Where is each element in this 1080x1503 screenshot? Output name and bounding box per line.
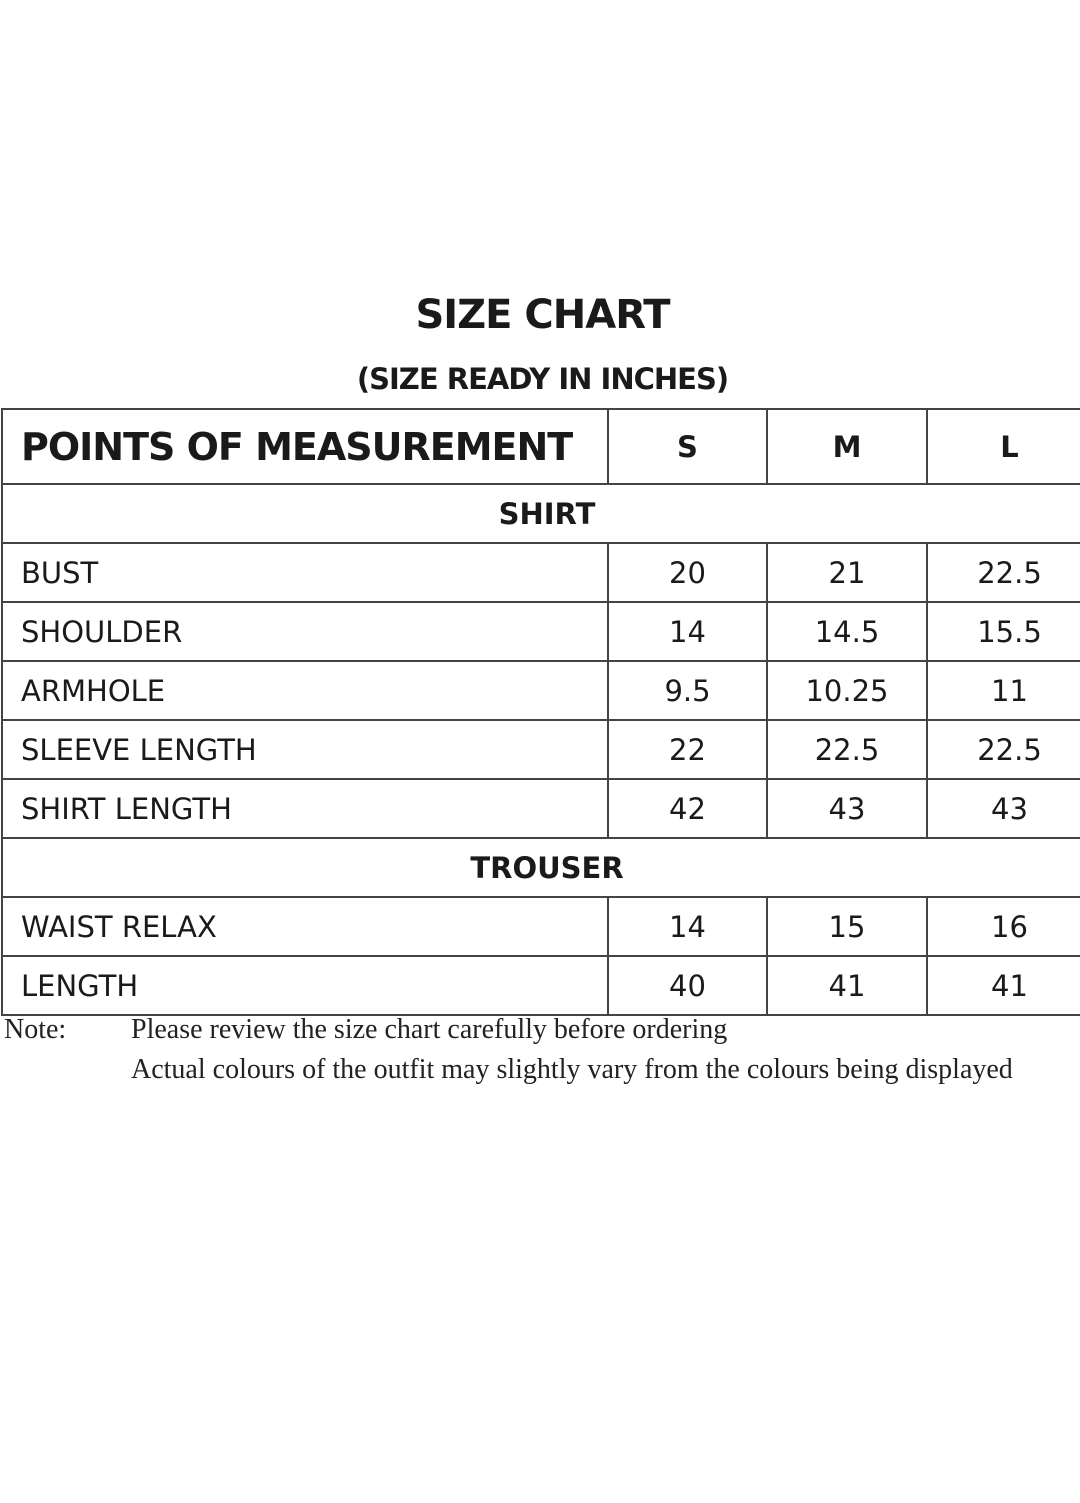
value-cell: 22.5 xyxy=(926,719,1080,780)
value-cell: 21 xyxy=(766,542,928,603)
row-label: SHIRT LENGTH xyxy=(1,778,609,839)
data-row: ARMHOLE 9.5 10.25 11 xyxy=(1,660,1080,721)
header-cell: S xyxy=(607,408,768,485)
header-cell: POINTS OF MEASUREMENT xyxy=(1,408,609,485)
value-cell: 10.25 xyxy=(766,660,928,721)
data-row: SLEEVE LENGTH 22 22.5 22.5 xyxy=(1,719,1080,780)
data-row: WAIST RELAX 14 15 16 xyxy=(1,896,1080,957)
row-label: SHOULDER xyxy=(1,601,609,662)
value-cell: 16 xyxy=(926,896,1080,957)
value-cell: 14 xyxy=(607,601,768,662)
subtitle: (SIZE READY IN INCHES) xyxy=(356,362,729,396)
row-label: SLEEVE LENGTH xyxy=(1,719,609,780)
note-line: Please review the size chart carefully b… xyxy=(131,1014,728,1045)
value-cell: 9.5 xyxy=(607,660,768,721)
value-cell: 22 xyxy=(607,719,768,780)
value-cell: 41 xyxy=(926,955,1080,1016)
data-row: SHIRT LENGTH 42 43 43 xyxy=(1,778,1080,839)
row-label: ARMHOLE xyxy=(1,660,609,721)
value-cell: 41 xyxy=(766,955,928,1016)
value-cell: 43 xyxy=(926,778,1080,839)
value-cell: 15.5 xyxy=(926,601,1080,662)
note-line: Actual colours of the outfit may slightl… xyxy=(131,1054,1013,1085)
value-cell: 40 xyxy=(607,955,768,1016)
value-cell: 43 xyxy=(766,778,928,839)
value-cell: 14.5 xyxy=(766,601,928,662)
value-cell: 14 xyxy=(607,896,768,957)
header-cell: M xyxy=(766,408,928,485)
section-title: TROUSER xyxy=(1,837,1080,898)
value-cell: 15 xyxy=(766,896,928,957)
value-cell: 20 xyxy=(607,542,768,603)
size-table: POINTS OF MEASUREMENT S M L SHIRT BUST 20 21 22.… xyxy=(1,408,1080,1016)
row-label: WAIST RELAX xyxy=(1,896,609,957)
value-cell: 42 xyxy=(607,778,768,839)
header-cell: L xyxy=(926,408,1080,485)
value-cell: 22.5 xyxy=(926,542,1080,603)
section-title: SHIRT xyxy=(1,483,1080,544)
data-row: SHOULDER 14 14.5 15.5 xyxy=(1,601,1080,662)
title: SIZE CHART xyxy=(415,292,670,338)
note-label: Note: xyxy=(4,1014,67,1045)
value-cell: 11 xyxy=(926,660,1080,721)
section-row: TROUSER xyxy=(1,837,1080,898)
header-row: POINTS OF MEASUREMENT S M L xyxy=(1,408,1080,485)
row-label: BUST xyxy=(1,542,609,603)
row-label: LENGTH xyxy=(1,955,609,1016)
data-row: LENGTH 40 41 41 xyxy=(1,955,1080,1016)
data-row: BUST 20 21 22.5 xyxy=(1,542,1080,603)
section-row: SHIRT xyxy=(1,483,1080,544)
value-cell: 22.5 xyxy=(766,719,928,780)
